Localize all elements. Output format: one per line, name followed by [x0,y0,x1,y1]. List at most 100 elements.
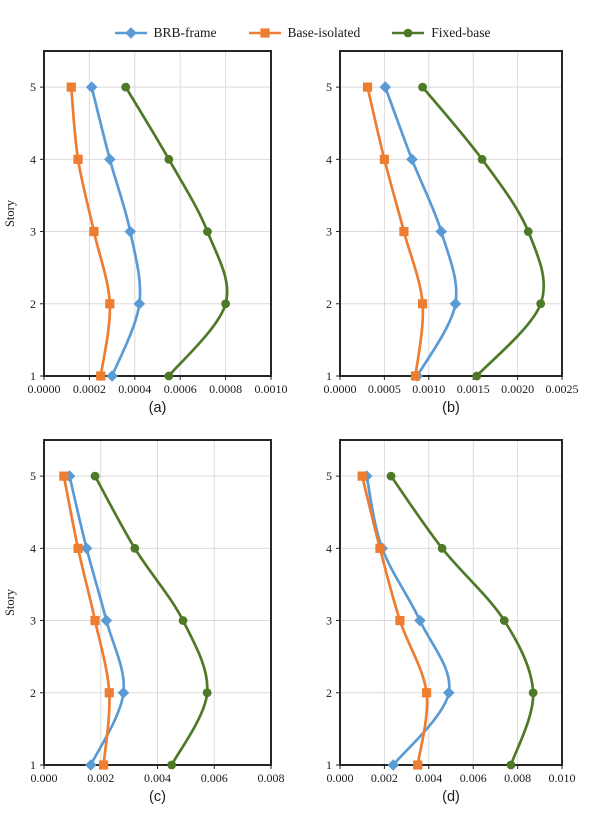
diamond-marker [449,297,461,310]
square-marker [412,760,422,770]
y-tick-label: 2 [30,297,36,311]
circle-marker [437,543,447,553]
y-tick-label: 1 [30,758,36,772]
square-marker [379,154,389,164]
x-tick-label: 0.0005 [367,382,400,396]
y-tick-label: 1 [326,758,332,772]
y-tick-label: 4 [326,541,332,555]
square-marker [98,760,108,770]
legend-item-fixed-base: Fixed-base [390,25,490,41]
circle-marker [202,227,212,236]
legend-label: Base-isolated [287,25,361,40]
circle-marker [535,299,545,309]
chart-a: 0.0000 0.0002 0.0004 0.0006 0.0008 0.0010 1 2 3 4… [3,50,287,416]
diamond-marker [442,686,455,699]
square-marker [104,688,114,698]
subplot-a: 0.0000 0.0002 0.0004 0.0006 0.0008 0.0010 1 2 3 4… [2,44,302,419]
circle-marker [163,371,173,381]
square-marker [88,226,99,237]
circle-marker [90,471,99,481]
circle-marker [220,299,230,309]
y-tick-label: 5 [326,80,332,94]
square-marker [259,28,270,38]
x-tick-label: 0.0025 [545,382,578,396]
circle-marker [178,616,187,625]
x-tick-label: 0.0000 [323,382,356,396]
charts-grid: 0.0000 0.0002 0.0004 0.0006 0.0008 0.0010 1 2 3 4… [0,44,603,808]
legend-label: Fixed-base [431,25,491,40]
chart-b: 0.0000 0.0005 0.0010 0.0015 0.0020 0.0025 1 2 3 4… [323,50,578,416]
y-tick-label: 5 [326,469,332,483]
circle-marker [523,227,533,236]
x-tick-label: 0.006 [200,771,227,785]
y-tick-label: 4 [30,541,36,555]
x-tick-label: 0.006 [459,771,486,785]
x-tick-label: 0.0020 [501,382,534,396]
circle-marker [417,82,427,92]
y-tick-label: 3 [326,614,332,628]
y-axis-title: Story [3,199,17,227]
circle-marker [499,616,509,625]
x-tick-label: 0.004 [144,771,171,785]
y-tick-label: 1 [30,369,36,383]
circle-marker [386,471,395,481]
square-marker [362,82,372,92]
square-marker [421,688,431,698]
diamond-marker [413,614,426,627]
subplot-caption: (d) [442,789,460,805]
square-marker [357,471,367,481]
x-tick-label: 0.010 [548,771,575,785]
chart-c: 0.000 0.002 0.004 0.006 0.008 1 2 3 4 5 Story (c) [3,439,284,805]
diamond-marker [124,27,137,39]
y-tick-label: 4 [30,152,36,166]
legend-marker-square [248,28,281,38]
x-tick-label: 0.004 [415,771,442,785]
plot-border [42,50,272,377]
square-marker [66,82,76,92]
x-tick-label: 0.008 [257,771,284,785]
y-tick-label: 3 [30,225,36,239]
square-marker [95,371,105,381]
x-tick-label: 0.0015 [456,382,489,396]
square-marker [58,471,68,481]
legend-item-brb-frame: BRB-frame [113,25,217,41]
legend-marker-diamond [114,27,147,39]
diamond-marker [405,153,418,166]
diamond-marker [103,153,116,166]
square-marker [89,615,100,626]
plot-border [338,439,563,766]
circle-marker [202,688,212,698]
x-tick-label: 0.0006 [163,382,196,396]
y-tick-label: 5 [30,469,36,483]
x-tick-label: 0.0002 [72,382,105,396]
circle-marker [477,154,486,164]
diamond-marker [85,81,97,93]
x-tick-label: 0.000 [326,771,353,785]
diamond-marker [378,81,391,93]
subplot-caption: (a) [148,400,166,416]
subplot-c: 0.000 0.002 0.004 0.006 0.008 1 2 3 4 5 Story (c) [2,433,302,808]
plot-border [42,439,272,766]
square-marker [72,543,83,553]
y-tick-label: 2 [30,686,36,700]
circle-marker [163,154,173,164]
square-marker [72,154,83,164]
square-marker [394,615,405,626]
square-marker [410,371,420,381]
diamond-marker [133,297,145,310]
subplot-caption: (b) [442,400,460,416]
y-tick-label: 5 [30,80,36,94]
circle-marker [528,688,538,698]
x-tick-label: 0.0010 [254,382,287,396]
subplot-caption: (c) [149,789,166,805]
circle-marker [166,760,176,770]
circle-marker [471,371,481,381]
diamond-marker [100,614,112,627]
y-tick-label: 2 [326,686,332,700]
circle-marker [120,82,130,92]
x-tick-label: 0.000 [30,771,57,785]
diamond-marker [80,542,92,555]
chart-legend: BRB-frame Base-isolated Fixed-base [0,0,603,43]
diamond-marker [105,370,118,382]
